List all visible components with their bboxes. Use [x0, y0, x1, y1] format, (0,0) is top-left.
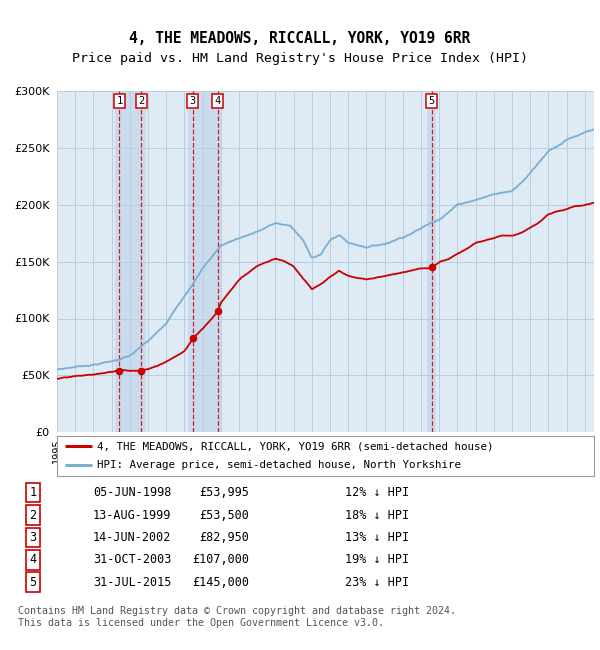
Text: 31-OCT-2003: 31-OCT-2003	[93, 553, 172, 566]
Text: 4, THE MEADOWS, RICCALL, YORK, YO19 6RR: 4, THE MEADOWS, RICCALL, YORK, YO19 6RR	[130, 31, 470, 46]
Text: 23% ↓ HPI: 23% ↓ HPI	[345, 576, 409, 589]
Text: 5: 5	[428, 96, 435, 106]
Bar	[427, 91, 436, 432]
Text: 3: 3	[29, 531, 37, 544]
Text: £82,950: £82,950	[199, 531, 249, 544]
Text: 4: 4	[215, 96, 221, 106]
Text: 14-JUN-2002: 14-JUN-2002	[93, 531, 172, 544]
Text: Price paid vs. HM Land Registry's House Price Index (HPI): Price paid vs. HM Land Registry's House …	[72, 52, 528, 65]
Text: £53,500: £53,500	[199, 508, 249, 521]
Text: 12% ↓ HPI: 12% ↓ HPI	[345, 486, 409, 499]
Text: 2: 2	[138, 96, 144, 106]
Text: 3: 3	[190, 96, 196, 106]
Text: £107,000: £107,000	[192, 553, 249, 566]
Text: 5: 5	[29, 576, 37, 589]
Text: 2: 2	[29, 508, 37, 521]
Text: 05-JUN-1998: 05-JUN-1998	[93, 486, 172, 499]
Text: 13-AUG-1999: 13-AUG-1999	[93, 508, 172, 521]
Text: 1: 1	[116, 96, 122, 106]
Text: £145,000: £145,000	[192, 576, 249, 589]
Text: 31-JUL-2015: 31-JUL-2015	[93, 576, 172, 589]
Text: 1: 1	[29, 486, 37, 499]
Text: 13% ↓ HPI: 13% ↓ HPI	[345, 531, 409, 544]
Text: 19% ↓ HPI: 19% ↓ HPI	[345, 553, 409, 566]
Bar	[115, 91, 146, 432]
Text: 4: 4	[29, 553, 37, 566]
Text: £53,995: £53,995	[199, 486, 249, 499]
Text: 18% ↓ HPI: 18% ↓ HPI	[345, 508, 409, 521]
Bar	[188, 91, 222, 432]
Text: HPI: Average price, semi-detached house, North Yorkshire: HPI: Average price, semi-detached house,…	[97, 460, 461, 470]
Text: 4, THE MEADOWS, RICCALL, YORK, YO19 6RR (semi-detached house): 4, THE MEADOWS, RICCALL, YORK, YO19 6RR …	[97, 441, 494, 451]
Text: Contains HM Land Registry data © Crown copyright and database right 2024.
This d: Contains HM Land Registry data © Crown c…	[18, 606, 456, 627]
